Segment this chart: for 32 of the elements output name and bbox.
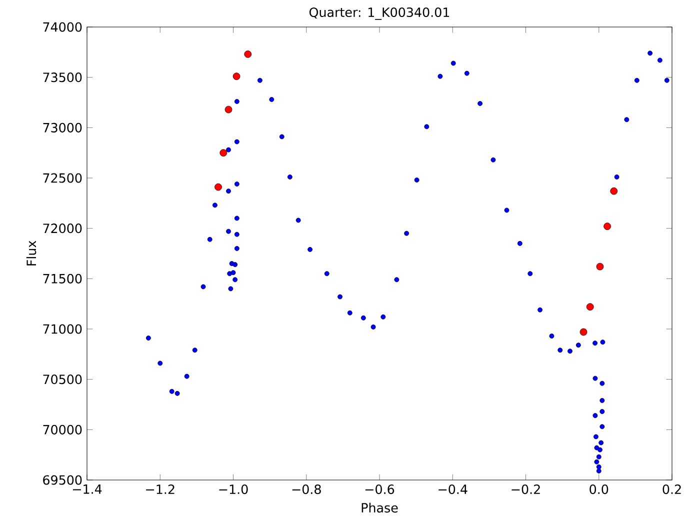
x-tick-label: −1.0 [219, 484, 248, 494]
x-axis-title: Phase [362, 502, 398, 513]
x-tick-label: −1.4 [72, 484, 102, 494]
point [610, 187, 618, 195]
chart-title: Quarter: 1_K00340.01 [309, 7, 450, 20]
x-tick-label: 0.2 [662, 484, 681, 494]
point [604, 222, 611, 230]
point [244, 50, 252, 58]
y-tick-label: 71500 [43, 274, 82, 284]
point [224, 106, 232, 114]
y-tick-label: 70500 [43, 374, 82, 384]
point [586, 303, 594, 311]
y-tick-label: 73500 [43, 72, 82, 82]
y-tick-label: 71000 [43, 324, 82, 334]
point [232, 72, 240, 80]
x-tick-label: −0.6 [365, 484, 394, 494]
y-tick-label: 73000 [43, 122, 82, 132]
y-tick-label: 72000 [43, 224, 82, 234]
y-tick-label: 69500 [43, 475, 82, 485]
x-tick-label: −0.4 [438, 484, 468, 494]
point [580, 328, 588, 336]
y-tick-label: 70000 [43, 424, 82, 434]
point [596, 262, 604, 270]
y-tick-label: 72500 [43, 173, 82, 183]
y-tick-label: 74000 [43, 22, 82, 32]
x-tick-label: −0.2 [512, 484, 540, 494]
x-tick-label: −0.8 [292, 484, 321, 494]
x-tick-label: −1.2 [146, 484, 174, 494]
x-tick-label: 0.0 [590, 484, 608, 494]
point [220, 149, 228, 157]
y-axis-title: Flux [26, 240, 36, 266]
point [214, 183, 222, 191]
